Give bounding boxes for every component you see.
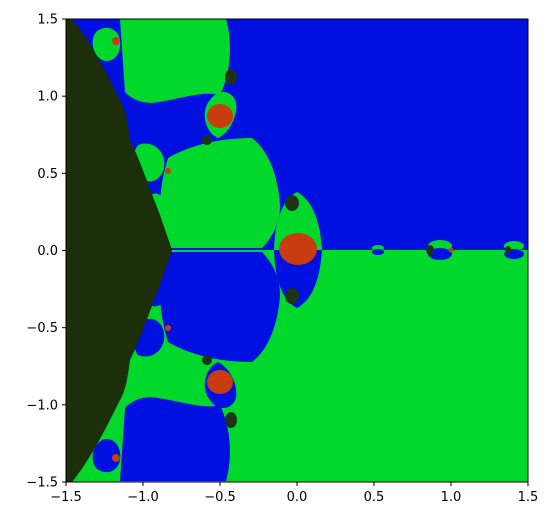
y-tick-label: 0.5: [37, 167, 58, 182]
left-dark-region: [66, 19, 172, 482]
x-axis: −1.5 −1.0 −0.5 0.0 0.5 1.0 1.5: [50, 482, 538, 505]
y-tick-label: 1.5: [37, 13, 58, 28]
dark-nodes: [202, 69, 511, 428]
y-tick-label: 1.0: [37, 90, 58, 105]
y-tick-label: −1.0: [26, 398, 58, 413]
y-axis: −1.5 −1.0 −0.5 0.0 0.5 1.0 1.5: [26, 13, 66, 491]
plot-area: [66, 19, 528, 482]
y-tick-label: 0.0: [37, 244, 58, 259]
x-tick-label: 0.5: [364, 490, 385, 505]
x-tick-label: −1.5: [50, 490, 82, 505]
y-tick-label: −1.5: [26, 476, 58, 491]
x-tick-label: 0.0: [287, 490, 308, 505]
red-attractor-blobs: [112, 37, 454, 462]
x-tick-label: −1.0: [127, 490, 159, 505]
x-tick-label: 1.5: [518, 490, 539, 505]
x-tick-label: 1.0: [441, 490, 462, 505]
x-tick-label: −0.5: [204, 490, 236, 505]
y-tick-label: −0.5: [26, 321, 58, 336]
